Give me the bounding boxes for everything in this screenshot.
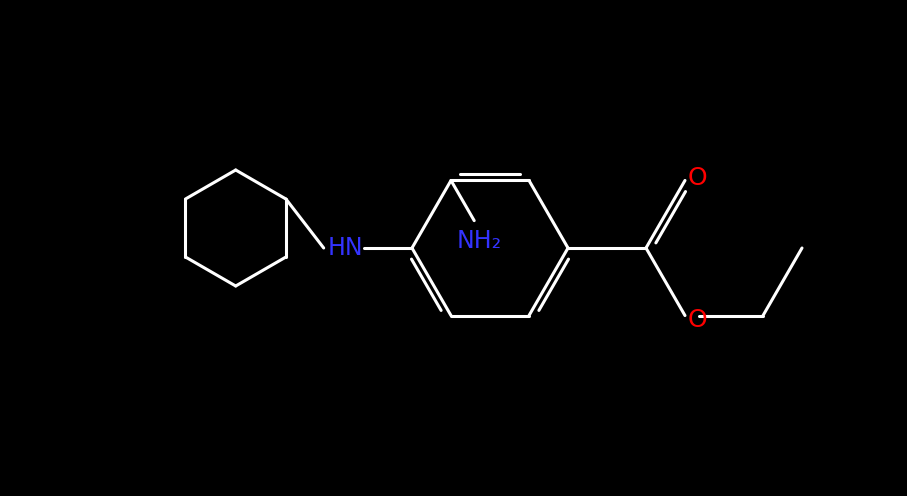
Text: O: O bbox=[688, 308, 707, 331]
Text: O: O bbox=[688, 167, 707, 190]
Text: NH₂: NH₂ bbox=[456, 229, 502, 252]
Text: HN: HN bbox=[328, 236, 364, 260]
